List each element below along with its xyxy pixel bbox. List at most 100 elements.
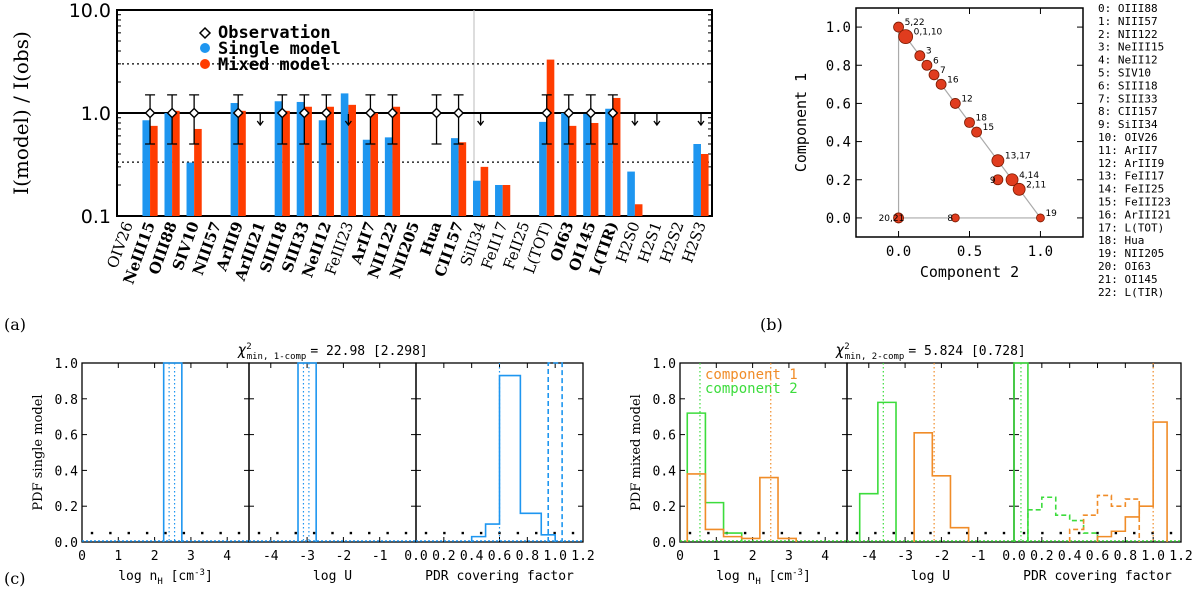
sample-marker	[257, 531, 261, 535]
subplot-frame	[1013, 362, 1182, 543]
key-entry: 7: SIII33	[1098, 92, 1158, 105]
pdf-subplot-2: 0.0 0.2 0.4 0.6 0.8 1.0 1.2 PDR covering factor	[1002, 362, 1193, 584]
x-tick-label: 0.2	[432, 549, 455, 564]
x-tick-label: 2	[151, 549, 159, 564]
mixed-model-bar	[150, 125, 158, 216]
observation-error-bar	[387, 94, 398, 145]
observation-marker	[431, 107, 443, 119]
key-entry: 17: L(TOT)	[1098, 221, 1164, 234]
scatter-point	[991, 154, 1005, 168]
pdf-subplot-1: -4 -3 -2 -1 log U	[846, 362, 1015, 584]
y-tick-label: 0.2	[653, 500, 676, 515]
histogram-single-dashed	[547, 362, 563, 542]
mixed-model-bar	[458, 142, 467, 216]
x-tick-label: 1.0	[1028, 244, 1053, 260]
sample-marker	[516, 531, 520, 535]
sample-marker	[127, 531, 130, 535]
sample-marker	[386, 531, 389, 535]
y-tick-label: 0.1	[81, 206, 111, 228]
mixed-model-bar	[348, 104, 356, 216]
key-entry: 21: OI145	[1098, 273, 1158, 286]
x-tick-label: -4	[263, 549, 279, 564]
observation-marker	[276, 107, 288, 119]
key-entry: 14: FeII25	[1098, 183, 1164, 196]
mixed-model-bar	[612, 97, 621, 216]
x-tick-label: 0	[78, 549, 86, 564]
key-entry: 15: FeIII23	[1098, 196, 1171, 209]
sample-marker	[461, 531, 464, 535]
single-model-bar	[539, 121, 547, 216]
y-tick-label: 1.0	[653, 357, 676, 372]
x-tick-label: 0.4	[1058, 549, 1082, 564]
pdf-subplot-2: 0.0 0.2 0.4 0.6 0.8 1.0 1.2 PDR covering factor	[404, 362, 595, 584]
scatter-point	[1036, 213, 1045, 223]
single-model-bar	[627, 171, 635, 216]
y-tick-label: 0.6	[653, 429, 676, 444]
single-model-bar	[296, 101, 305, 216]
legend-single-label: Single model	[218, 39, 341, 59]
sample-marker	[164, 531, 167, 535]
scatter-point	[949, 98, 961, 109]
key-entry: 9: SiII34	[1098, 118, 1158, 131]
y-tick-label: 1.0	[826, 20, 851, 36]
mixed-model-bar	[282, 110, 290, 216]
observation-marker	[188, 107, 200, 119]
mixed-model-bar	[568, 125, 577, 216]
mixed-model-bar	[634, 204, 643, 216]
x-tick-label: 0.2	[1030, 549, 1053, 564]
point-label: 13,17	[1005, 152, 1031, 162]
mixed-model-bar	[546, 59, 555, 216]
legend-single-marker	[200, 43, 210, 53]
scatter-point	[1012, 182, 1026, 196]
scatter-point	[921, 59, 933, 71]
sample-marker	[90, 531, 94, 535]
sample-marker	[1151, 531, 1154, 535]
observation-marker	[453, 107, 465, 119]
panel-c-mixed-model-pdf: χ2 min, 2-comp = 5.824 [0.728] PDF mixed mo…	[629, 341, 1193, 587]
single-model-bar	[384, 137, 393, 216]
y-tick-label: 10.0	[69, 0, 111, 22]
y-tick-label: 0.8	[55, 393, 78, 408]
upper-limit-marker	[256, 114, 264, 127]
key-entry: 2: NII122	[1098, 28, 1158, 41]
sample-marker	[947, 531, 951, 535]
legend-mixed-label: Mixed model	[218, 55, 331, 75]
x-tick-label: -2	[934, 549, 950, 564]
observation-error-bar	[431, 94, 442, 145]
point-label: 6	[933, 56, 939, 66]
sample-marker	[182, 531, 186, 535]
scatter-point	[893, 21, 904, 33]
key-entry: 5: SIV10	[1098, 67, 1151, 80]
sample-marker	[1077, 531, 1081, 535]
sample-marker	[1041, 531, 1044, 535]
point-label: 2,11	[1026, 180, 1046, 190]
mixed-model-bar	[700, 153, 709, 216]
sample-marker	[929, 531, 932, 535]
x-tick-label: 4	[223, 549, 231, 564]
pdf-subplot-0: 0 1 2 3 4 log nH [cm-3]	[676, 362, 848, 587]
single-model-bar	[186, 162, 195, 216]
sample-marker	[835, 531, 839, 535]
key-entry: 0: OIII88	[1098, 2, 1158, 15]
scatter-point	[950, 213, 960, 223]
y-axis-label: PDF mixed model	[629, 394, 644, 511]
point-label: 16	[947, 75, 959, 85]
panel-b-component-scatter: 0.0 0.5 1.0 0.0 0.2 0.4 0.6 0.8 1.0 Component 2 Co…	[792, 2, 1171, 299]
observation-error-bar	[167, 94, 178, 145]
point-label: 0,1,10	[914, 28, 943, 38]
sample-marker	[892, 531, 895, 535]
x-tick-label: 0	[676, 549, 684, 564]
sample-marker	[910, 531, 914, 535]
y-tick-label: 0.2	[826, 173, 851, 189]
x-tick-label: 1.0	[1141, 549, 1164, 564]
mixed-model-bar	[194, 128, 202, 216]
y-tick-label: 0.8	[826, 58, 851, 74]
panel-c-single-model-pdf: χ2 min, 1-comp = 22.98 [2.298] PDF single m…	[31, 341, 595, 587]
sample-marker	[688, 531, 692, 535]
chi-square-title: χ2 min, 2-comp = 5.824 [0.728]	[835, 341, 1025, 362]
single-model-bar	[274, 101, 283, 216]
x-tick-label: 3	[785, 549, 793, 564]
single-model-bar	[362, 139, 371, 216]
sample-marker	[368, 531, 371, 535]
